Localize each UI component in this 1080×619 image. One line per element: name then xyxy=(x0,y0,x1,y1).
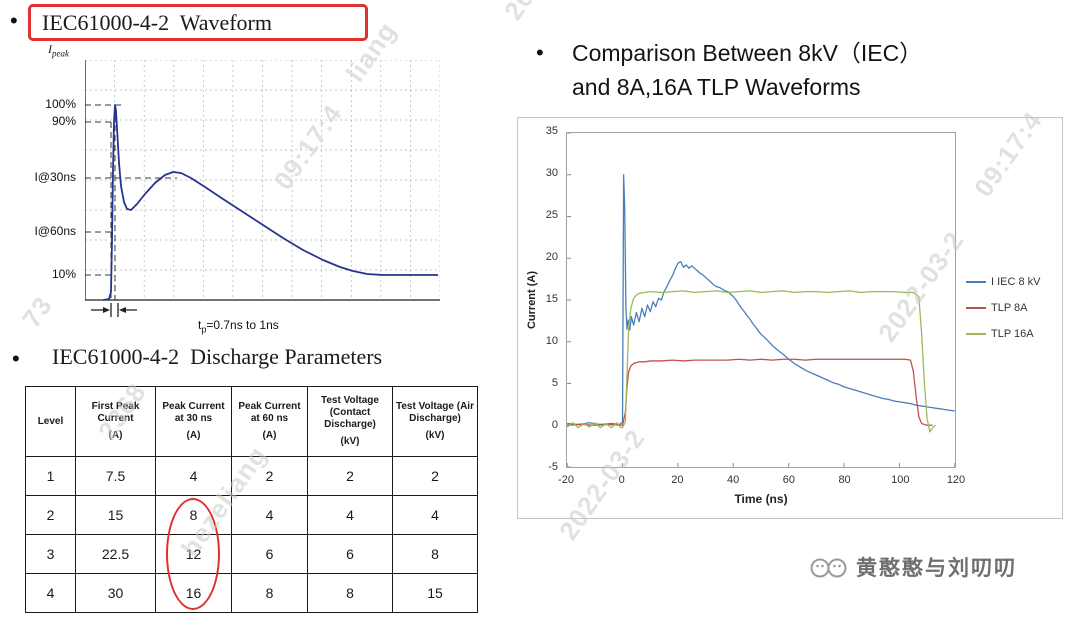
legend-swatch xyxy=(966,281,986,283)
legend-label: TLP 8A xyxy=(991,302,1028,314)
x-axis-title: Time (ns) xyxy=(734,492,788,506)
legend-swatch xyxy=(966,333,986,335)
legend-label: I IEC 8 kV xyxy=(991,276,1041,288)
x-tick-label: 80 xyxy=(838,474,851,486)
waveform-axis-label: I@60ns xyxy=(34,224,76,238)
y-tick-label: 5 xyxy=(551,377,558,389)
x-tick-label: 120 xyxy=(946,474,966,486)
legend-item: TLP 8A xyxy=(966,302,1041,314)
rise-time-annotation: tp=0.7ns to 1ns xyxy=(198,318,279,334)
x-tick-label: 0 xyxy=(618,474,625,486)
table-cell: 22.5 xyxy=(75,534,156,574)
waveform-figure: Ipeak 100% 90% I@30ns I@60ns 10% tp=0.7ns to… xyxy=(30,42,448,334)
waveform-ylabels: 100% 90% I@30ns I@60ns 10% xyxy=(30,60,80,310)
comparison-title: Comparison Between 8kV（IEC） and 8A,16A T… xyxy=(572,36,922,104)
table-cell: 4 xyxy=(155,456,232,496)
x-tick-label: -20 xyxy=(558,474,574,486)
waveform-axis-label: 90% xyxy=(51,114,76,128)
account-logo-icon xyxy=(810,558,847,578)
ipeak-main: I xyxy=(48,42,52,56)
comparison-title-line2: and 8A,16A TLP Waveforms xyxy=(572,74,861,100)
x-tick-label: 20 xyxy=(671,474,684,486)
table-cell: 2 xyxy=(392,456,478,496)
y-tick-label: 25 xyxy=(545,209,558,221)
comparison-chart-panel: Current (A) 35 30 25 20 15 10 5 0 -5 -20 0 20 40 60 8… xyxy=(517,117,1063,519)
table-header-cell: Peak Current at 60 ns (A) xyxy=(231,386,308,457)
waveform-axis-label: 10% xyxy=(51,267,76,281)
table-row: 3 22.5 12 6 6 8 xyxy=(25,534,478,574)
table-cell: 30 xyxy=(75,573,156,613)
section-title-parameters: IEC61000-4-2 Discharge Parameters xyxy=(52,344,383,369)
legend-swatch xyxy=(966,307,986,309)
table-cell: 2 xyxy=(307,456,393,496)
bullet-right: • xyxy=(536,40,544,65)
chart-legend: I IEC 8 kV TLP 8A TLP 16A xyxy=(966,276,1041,340)
title-highlight-box: IEC61000-4-2 Waveform xyxy=(28,4,368,41)
x-tick-label: 40 xyxy=(727,474,740,486)
legend-label: TLP 16A xyxy=(991,328,1034,340)
table-cell: 15 xyxy=(75,495,156,535)
waveform-axis-label: 100% xyxy=(45,97,76,111)
y-axis-title: Current (A) xyxy=(526,270,538,330)
bullet-left-1: • xyxy=(10,8,18,33)
ipeak-label: Ipeak xyxy=(48,42,69,58)
comparison-title-line1: Comparison Between 8kV（IEC） xyxy=(572,40,923,66)
table-cell: 15 xyxy=(392,573,478,613)
y-tick-label: 30 xyxy=(545,167,558,179)
legend-item: TLP 16A xyxy=(966,328,1041,340)
table-row: 1 7.5 4 2 2 2 xyxy=(25,456,478,496)
table-header-row: Level First Peak Current (A) Peak Current a… xyxy=(25,386,478,457)
watermark-text: 2022 xyxy=(498,0,559,26)
annotation-post: =0.7ns to 1ns xyxy=(206,318,279,332)
table-cell: 3 xyxy=(25,534,76,574)
table-header-cell: First Peak Current (A) xyxy=(75,386,156,457)
table-cell: 2 xyxy=(25,495,76,535)
table-cell: 8 xyxy=(307,573,393,613)
table-header-cell: Peak Current at 30 ns (A) xyxy=(155,386,232,457)
account-name: 黄憨憨与刘叨叨 xyxy=(856,556,1017,580)
y-tick-label: 0 xyxy=(551,419,558,431)
table-cell: 4 xyxy=(307,495,393,535)
red-ellipse-annotation xyxy=(166,498,220,610)
table-cell: 7.5 xyxy=(75,456,156,496)
legend-item: I IEC 8 kV xyxy=(966,276,1041,288)
table-cell: 1 xyxy=(25,456,76,496)
table-cell: 4 xyxy=(25,573,76,613)
waveform-axis-label: I@30ns xyxy=(34,170,76,184)
table-cell: 2 xyxy=(231,456,308,496)
account-watermark: 黄憨憨与刘叨叨 xyxy=(810,552,1017,582)
y-tick-label: -5 xyxy=(548,461,558,473)
waveform-plot xyxy=(85,60,440,317)
table-cell: 6 xyxy=(231,534,308,574)
x-tick-label: 100 xyxy=(891,474,910,486)
ipeak-sub: peak xyxy=(52,48,69,59)
bullet-left-2: • xyxy=(12,346,20,371)
table-row: 2 15 8 4 4 4 xyxy=(25,495,478,535)
table-cell: 4 xyxy=(231,495,308,535)
table-cell: 8 xyxy=(392,534,478,574)
table-cell: 8 xyxy=(231,573,308,613)
discharge-table: Level First Peak Current (A) Peak Current a… xyxy=(25,386,478,613)
y-tick-label: 35 xyxy=(545,125,558,137)
table-cell: 4 xyxy=(392,495,478,535)
table-header-cell: Level xyxy=(25,386,76,457)
annotation-sub: p xyxy=(201,324,207,335)
table-header-cell: Test Voltage (Contact Discharge) (kV) xyxy=(307,386,393,457)
comparison-plot xyxy=(566,132,956,468)
table-cell: 6 xyxy=(307,534,393,574)
table-header-cell: Test Voltage (Air Discharge) (kV) xyxy=(392,386,478,457)
section-title-waveform: IEC61000-4-2 Waveform xyxy=(42,9,272,35)
x-tick-label: 60 xyxy=(782,474,795,486)
annotation-pre: t xyxy=(198,318,202,332)
table-row: 4 30 16 8 8 15 xyxy=(25,573,478,613)
